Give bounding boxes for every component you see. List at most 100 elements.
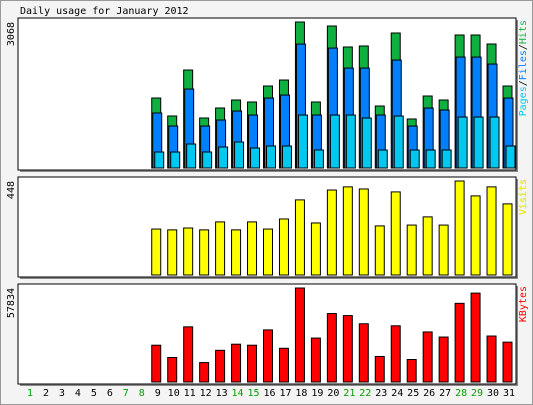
bar: [215, 349, 226, 383]
x-tick-label: 13: [216, 388, 228, 399]
legend-entry: KBytes: [518, 286, 529, 322]
chart-title: Daily usage for January 2012: [20, 6, 189, 17]
x-tick-label: 4: [75, 388, 81, 399]
bar: [313, 149, 324, 169]
y-tick-label: 3068: [6, 22, 17, 46]
bar: [326, 313, 337, 383]
bar: [409, 149, 420, 169]
x-tick-label: 20: [327, 388, 339, 399]
bar: [263, 228, 273, 276]
bar: [202, 151, 213, 169]
bar: [294, 199, 305, 276]
bar: [281, 145, 292, 169]
bar: [377, 149, 388, 169]
bar: [326, 189, 337, 276]
x-tick-label: 16: [263, 388, 275, 399]
x-tick-label: 1: [27, 388, 33, 399]
x-tick-label: 21: [343, 388, 355, 399]
bar: [247, 221, 258, 276]
bar: [502, 203, 513, 276]
legend-entry: Pages: [518, 86, 529, 116]
x-tick-label: 14: [232, 388, 244, 399]
bar: [250, 147, 261, 169]
bar: [151, 344, 162, 383]
bar: [489, 116, 500, 169]
x-tick-label: 18: [295, 388, 307, 399]
legend: Pages/Files/Hits: [518, 20, 529, 116]
bar: [310, 337, 321, 383]
legend: KBytes: [518, 286, 529, 322]
x-tick-label: 28: [455, 388, 467, 399]
bar: [358, 323, 369, 383]
bar: [390, 191, 401, 276]
x-tick-label: 2: [43, 388, 49, 399]
x-tick-label: 17: [279, 388, 291, 399]
x-tick-label: 26: [423, 388, 435, 399]
x-tick-label: 11: [184, 388, 196, 399]
bar: [342, 186, 353, 276]
bar: [457, 116, 468, 169]
x-tick-label: 22: [359, 388, 371, 399]
bar: [454, 302, 465, 383]
x-tick-label: 12: [200, 388, 212, 399]
bar: [390, 325, 401, 383]
bar: [234, 141, 245, 169]
bar: [266, 145, 276, 169]
bar: [170, 151, 181, 169]
x-tick-label: 23: [375, 388, 387, 399]
bar: [361, 117, 372, 169]
bar: [310, 222, 321, 276]
bar: [358, 188, 369, 276]
bar: [486, 186, 497, 276]
bar: [329, 114, 340, 169]
bar: [470, 195, 481, 276]
bar: [406, 224, 417, 276]
bar: [345, 114, 356, 169]
bar: [183, 326, 194, 383]
x-tick-label: 8: [139, 388, 145, 399]
legend-entry: Hits: [518, 20, 529, 44]
bar: [215, 221, 226, 276]
legend-entry: Files: [518, 50, 529, 80]
bar: [454, 180, 465, 276]
bar: [473, 116, 484, 169]
bar: [199, 229, 210, 276]
bar: [438, 224, 449, 276]
x-tick-label: 24: [391, 388, 403, 399]
bar: [154, 151, 165, 169]
bar: [151, 228, 162, 276]
bar: [199, 362, 210, 383]
x-tick-label: 15: [248, 388, 260, 399]
x-tick-label: 9: [155, 388, 161, 399]
bar: [441, 149, 452, 169]
bar: [425, 149, 436, 169]
x-tick-label: 25: [407, 388, 419, 399]
x-tick-label: 31: [503, 388, 515, 399]
bar: [342, 315, 353, 383]
bar: [486, 335, 497, 383]
bar: [502, 341, 513, 383]
bar: [422, 216, 433, 276]
bar: [406, 359, 417, 383]
bar: [438, 336, 449, 383]
legend-separator: /: [518, 44, 529, 50]
bar: [297, 114, 308, 169]
bar: [183, 227, 194, 276]
x-tick-label: 6: [107, 388, 113, 399]
bar: [231, 343, 242, 383]
bar: [218, 146, 229, 169]
bar: [374, 225, 385, 276]
bar: [393, 115, 404, 169]
bar: [186, 143, 197, 169]
bar: [263, 329, 273, 383]
x-tick-label: 19: [311, 388, 323, 399]
x-tick-label: 10: [168, 388, 180, 399]
bar: [247, 344, 258, 383]
legend-entry: Visits: [518, 179, 529, 215]
x-tick-label: 7: [123, 388, 129, 399]
legend: Visits: [518, 179, 529, 215]
bar: [167, 229, 178, 276]
bar: [422, 331, 433, 383]
bar: [278, 218, 289, 276]
